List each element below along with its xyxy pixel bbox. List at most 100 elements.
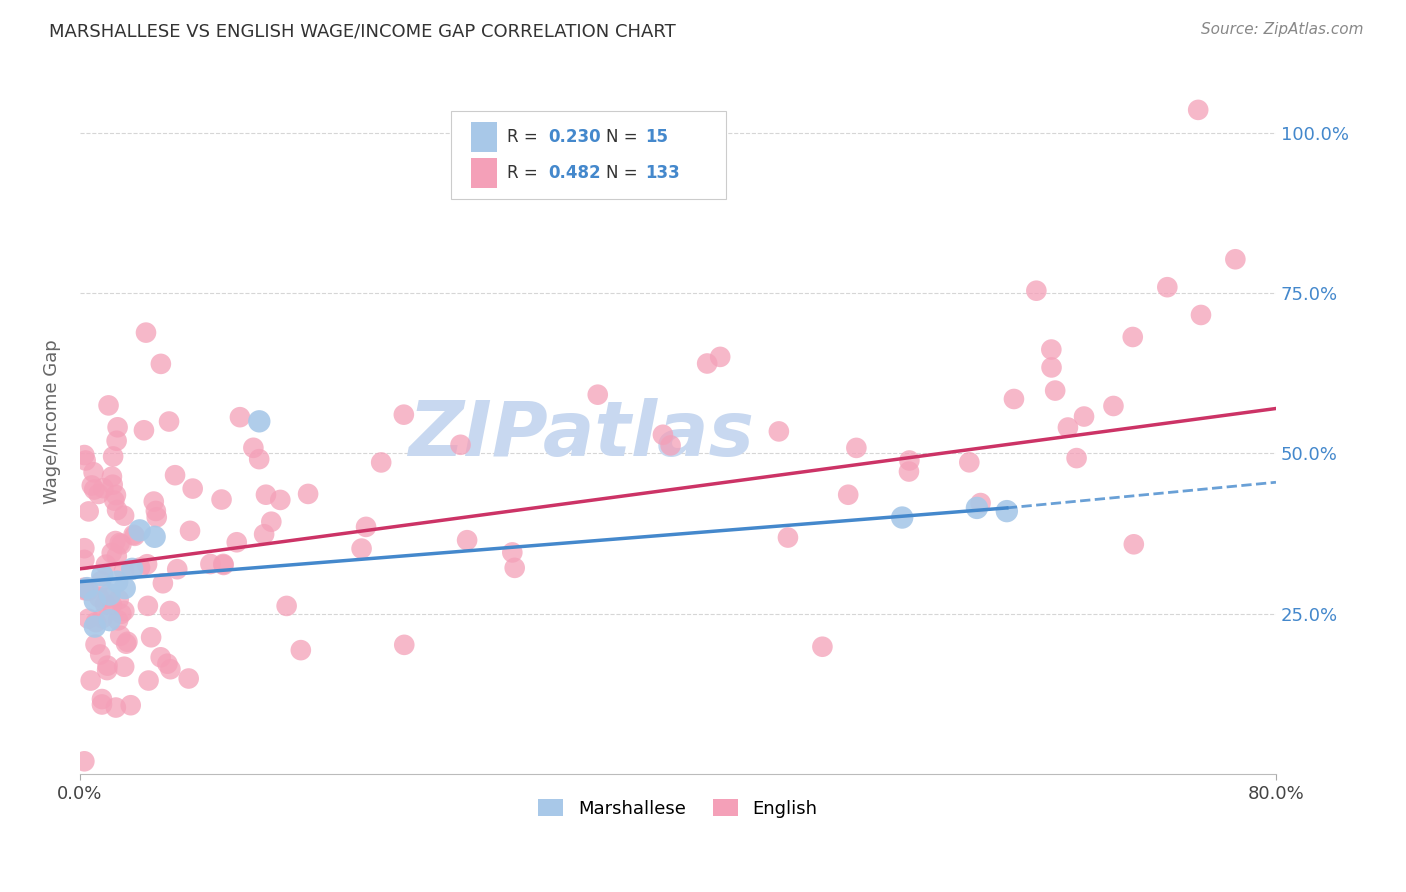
Point	[136, 558, 159, 572]
Point	[97, 591, 120, 605]
Text: N =: N =	[606, 164, 643, 182]
Text: 15: 15	[645, 128, 669, 146]
Point	[83, 465, 105, 479]
Point	[112, 508, 135, 523]
Point	[157, 415, 180, 429]
Point	[179, 524, 201, 538]
Point	[350, 541, 373, 556]
Point	[98, 587, 121, 601]
Point	[104, 488, 127, 502]
Point	[101, 450, 124, 464]
Point	[73, 581, 96, 595]
Point	[105, 574, 128, 589]
Point	[652, 427, 675, 442]
Point	[104, 700, 127, 714]
Point	[1057, 420, 1080, 434]
Point	[450, 438, 472, 452]
Point	[253, 527, 276, 541]
Point	[73, 448, 96, 462]
Point	[101, 598, 124, 612]
Point	[122, 527, 145, 541]
Point	[83, 483, 105, 497]
Point	[776, 531, 799, 545]
Point	[1002, 392, 1025, 406]
Point	[145, 504, 167, 518]
Point	[966, 500, 988, 515]
Point	[98, 613, 121, 627]
Point	[89, 648, 111, 662]
Point	[247, 452, 270, 467]
Point	[73, 541, 96, 556]
Point	[105, 549, 128, 563]
Point	[370, 455, 392, 469]
Point	[91, 568, 114, 582]
Point	[229, 410, 252, 425]
Point	[177, 672, 200, 686]
Point	[107, 420, 129, 434]
Point	[110, 629, 132, 643]
Point	[394, 638, 416, 652]
Point	[1122, 537, 1144, 551]
Point	[152, 576, 174, 591]
Point	[114, 581, 136, 595]
Point	[149, 357, 172, 371]
Point	[1066, 451, 1088, 466]
Point	[586, 387, 609, 401]
Point	[139, 630, 162, 644]
Point	[165, 468, 187, 483]
Point	[80, 673, 103, 688]
Text: 0.482: 0.482	[548, 164, 602, 182]
Text: R =: R =	[508, 128, 543, 146]
Point	[91, 698, 114, 712]
Point	[696, 357, 718, 371]
Point	[1189, 308, 1212, 322]
Point	[112, 604, 135, 618]
Point	[73, 754, 96, 768]
Point	[260, 515, 283, 529]
Point	[108, 536, 131, 550]
Point	[110, 537, 132, 551]
Point	[1122, 330, 1144, 344]
Point	[104, 534, 127, 549]
Point	[84, 638, 107, 652]
Point	[100, 546, 122, 560]
Point	[73, 553, 96, 567]
Point	[80, 478, 103, 492]
Point	[94, 597, 117, 611]
Point	[1156, 280, 1178, 294]
Point	[110, 607, 132, 621]
Point	[897, 465, 920, 479]
Point	[392, 408, 415, 422]
Point	[811, 640, 834, 654]
Point	[142, 494, 165, 508]
Point	[76, 581, 98, 595]
Point	[143, 530, 166, 544]
Text: Source: ZipAtlas.com: Source: ZipAtlas.com	[1201, 22, 1364, 37]
Point	[115, 637, 138, 651]
Point	[94, 558, 117, 572]
Point	[101, 477, 124, 491]
Point	[200, 557, 222, 571]
Point	[90, 574, 112, 589]
Point	[898, 453, 921, 467]
Point	[73, 583, 96, 598]
Point	[995, 504, 1018, 518]
Point	[120, 698, 142, 713]
Point	[501, 545, 523, 559]
Text: R =: R =	[508, 164, 543, 182]
Text: N =: N =	[606, 128, 643, 146]
Text: ZIPatlas: ZIPatlas	[409, 399, 755, 473]
Point	[112, 564, 135, 578]
Point	[957, 455, 980, 469]
Point	[77, 504, 100, 518]
Point	[276, 599, 298, 613]
Point	[837, 488, 859, 502]
Point	[156, 657, 179, 671]
Point	[1043, 384, 1066, 398]
Point	[132, 423, 155, 437]
Point	[211, 492, 233, 507]
Point	[1025, 284, 1047, 298]
Point	[124, 529, 146, 543]
Point	[75, 453, 97, 467]
Point	[91, 611, 114, 625]
